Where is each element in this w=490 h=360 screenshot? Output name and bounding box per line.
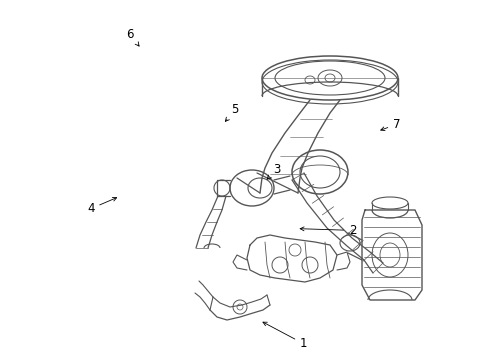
Text: 5: 5: [225, 103, 239, 121]
Text: 2: 2: [300, 224, 357, 237]
Text: 4: 4: [87, 197, 117, 215]
Text: 3: 3: [267, 163, 281, 179]
Text: 1: 1: [263, 322, 308, 350]
Text: 7: 7: [381, 118, 401, 131]
Text: 6: 6: [126, 28, 139, 46]
